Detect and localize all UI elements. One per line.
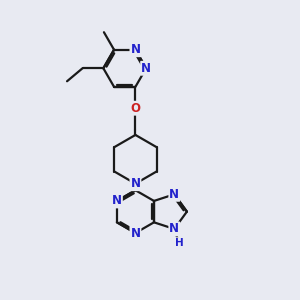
Text: N: N <box>130 226 140 239</box>
Text: N: N <box>141 62 151 75</box>
Text: H: H <box>175 238 183 248</box>
Text: N: N <box>112 194 122 207</box>
Text: N: N <box>130 177 140 190</box>
Text: N: N <box>169 222 179 236</box>
Text: N: N <box>130 43 140 56</box>
Text: N: N <box>169 188 179 201</box>
Text: O: O <box>130 102 140 115</box>
